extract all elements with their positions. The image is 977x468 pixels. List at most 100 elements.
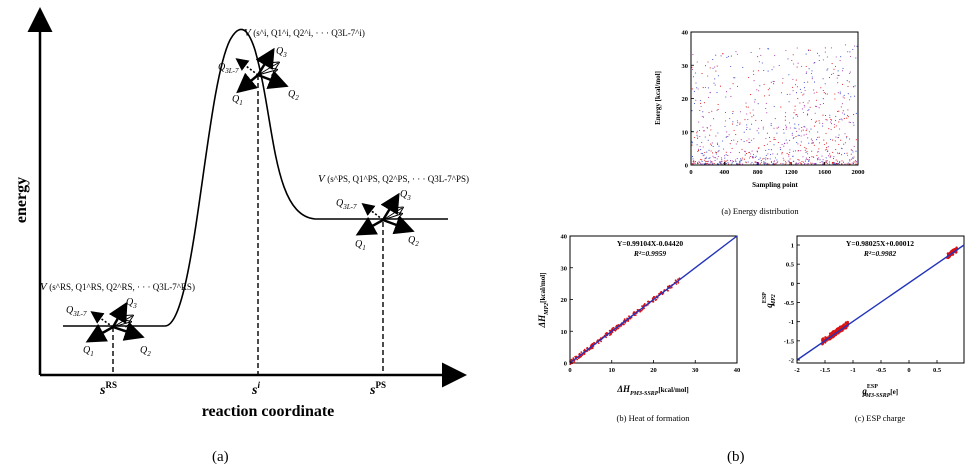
heat-point	[640, 309, 643, 312]
energy-point	[792, 90, 794, 92]
energy-point	[787, 58, 789, 60]
energy-x-tick-label: 1600	[818, 169, 831, 176]
energy-point	[760, 161, 763, 163]
energy-point	[747, 106, 749, 108]
heat-point	[591, 347, 594, 350]
energy-point	[706, 151, 708, 153]
energy-point	[802, 101, 804, 103]
energy-point	[843, 113, 845, 115]
energy-point	[784, 163, 786, 165]
energy-point	[805, 65, 807, 68]
energy-point	[805, 157, 807, 159]
energy-point	[828, 77, 831, 79]
energy-point	[788, 101, 790, 103]
energy-point	[706, 160, 708, 163]
energy-point	[737, 141, 739, 143]
energy-point	[717, 155, 719, 158]
energy-point	[785, 161, 787, 163]
energy-point	[768, 137, 771, 139]
energy-point	[736, 158, 738, 160]
ts-q3-label: Q3	[276, 46, 287, 59]
energy-point	[699, 162, 701, 164]
energy-point	[717, 75, 719, 77]
energy-point	[743, 158, 745, 160]
energy-point	[707, 87, 709, 89]
energy-point	[824, 51, 826, 53]
esp-point	[838, 325, 842, 328]
energy-point	[805, 72, 807, 75]
energy-point	[772, 80, 774, 82]
energy-point	[701, 153, 703, 155]
energy-point	[840, 163, 842, 165]
heat-r2: R²=0.9959	[633, 249, 666, 258]
energy-point	[831, 63, 833, 65]
energy-point	[821, 155, 823, 157]
energy-point	[818, 59, 820, 62]
energy-point	[739, 160, 741, 162]
energy-point	[789, 151, 791, 154]
energy-point	[744, 154, 746, 156]
energy-point	[785, 162, 787, 164]
energy-point	[814, 112, 816, 114]
energy-point	[817, 131, 819, 133]
energy-point	[754, 99, 756, 101]
energy-point	[773, 137, 775, 139]
energy-point	[829, 156, 831, 158]
energy-point	[855, 112, 857, 114]
energy-point	[732, 161, 734, 163]
ps-q3-label: Q3	[400, 189, 411, 202]
heat-x-tick-label: 10	[609, 367, 616, 374]
energy-point	[781, 82, 783, 84]
tick-s-rs: sRS	[99, 380, 117, 398]
energy-plot-frame	[690, 31, 859, 166]
energy-point	[730, 96, 732, 98]
heat-y-ticks: 0 10 20 30 40	[561, 234, 573, 368]
energy-point	[785, 49, 787, 52]
energy-point	[803, 163, 806, 165]
energy-point	[741, 159, 743, 161]
energy-point	[844, 133, 846, 135]
esp-point	[845, 323, 848, 326]
energy-point	[712, 67, 714, 69]
energy-point	[701, 159, 703, 161]
energy-point	[825, 157, 827, 159]
esp-r2: R²=0.9982	[863, 249, 896, 258]
energy-point	[801, 65, 803, 67]
energy-point	[780, 162, 782, 165]
energy-point	[765, 163, 767, 165]
energy-point	[713, 82, 715, 84]
energy-point	[843, 97, 845, 99]
energy-point	[784, 143, 786, 145]
energy-point	[821, 161, 823, 163]
energy-point	[733, 77, 735, 79]
energy-point	[805, 130, 807, 132]
energy-point	[710, 143, 712, 145]
energy-y-ticks: 0 10 20 30 40	[682, 30, 694, 170]
energy-point	[794, 123, 796, 125]
heat-y-tick-label: 30	[561, 265, 568, 272]
energy-point	[753, 80, 755, 82]
energy-point	[767, 153, 769, 155]
energy-point	[840, 56, 842, 58]
energy-point	[717, 150, 719, 152]
heat-point	[586, 347, 588, 350]
energy-point	[819, 122, 821, 124]
energy-point	[709, 163, 711, 165]
heat-y-tick-label: 40	[561, 234, 568, 241]
energy-point	[830, 121, 832, 123]
heat-point	[578, 353, 581, 356]
energy-point	[796, 130, 798, 132]
energy-point	[808, 109, 810, 111]
energy-point	[847, 93, 849, 95]
ps-q2-label: Q2	[408, 235, 419, 248]
energy-point	[708, 111, 710, 114]
energy-point	[818, 148, 820, 150]
energy-point	[704, 151, 706, 154]
energy-point	[785, 112, 787, 114]
energy-point	[811, 78, 813, 80]
energy-point	[835, 125, 837, 127]
energy-point	[728, 134, 730, 136]
rs-vector-cluster	[85, 301, 145, 343]
panel-b-caption: (b)	[727, 449, 745, 465]
